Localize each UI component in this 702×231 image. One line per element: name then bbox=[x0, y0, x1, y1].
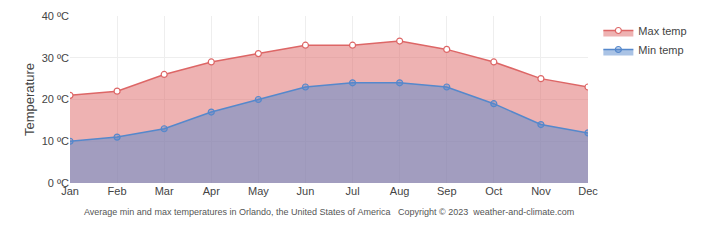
svg-text:Oct: Oct bbox=[485, 185, 502, 197]
svg-text:Jan: Jan bbox=[61, 185, 79, 197]
svg-text:0 ºC: 0 ºC bbox=[48, 177, 69, 189]
svg-text:40 ºC: 40 ºC bbox=[42, 10, 69, 22]
svg-text:Min temp: Min temp bbox=[638, 44, 683, 56]
svg-text:Sep: Sep bbox=[437, 185, 457, 197]
svg-text:Jul: Jul bbox=[346, 185, 360, 197]
svg-text:10 ºC: 10 ºC bbox=[42, 135, 69, 147]
svg-text:20 ºC: 20 ºC bbox=[42, 93, 69, 105]
svg-text:Nov: Nov bbox=[531, 185, 551, 197]
svg-text:May: May bbox=[248, 185, 269, 197]
svg-text:Temperature: Temperature bbox=[22, 63, 37, 136]
svg-text:Aug: Aug bbox=[390, 185, 410, 197]
svg-text:Apr: Apr bbox=[203, 185, 220, 197]
svg-text:Jun: Jun bbox=[297, 185, 315, 197]
svg-text:Average min and max temperatur: Average min and max temperatures in Orla… bbox=[84, 207, 574, 217]
svg-text:30 ºC: 30 ºC bbox=[42, 52, 69, 64]
svg-text:Mar: Mar bbox=[155, 185, 174, 197]
svg-text:Max temp: Max temp bbox=[638, 25, 686, 37]
svg-text:Dec: Dec bbox=[578, 185, 598, 197]
svg-text:Feb: Feb bbox=[108, 185, 127, 197]
